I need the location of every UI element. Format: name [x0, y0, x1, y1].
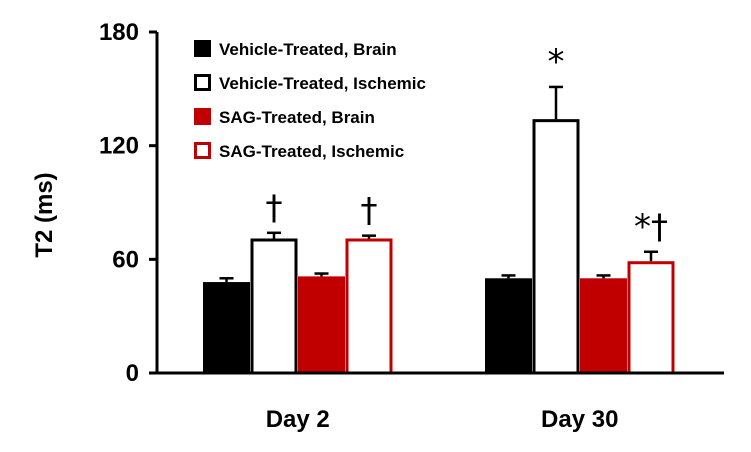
significance-marker: *	[548, 42, 565, 82]
y-tick-label: 60	[112, 246, 139, 273]
bar	[485, 278, 532, 375]
legend-swatch	[194, 142, 211, 159]
bar	[627, 261, 675, 375]
y-tick-label: 0	[126, 360, 139, 387]
y-tick-label: 120	[99, 133, 139, 160]
significance-marker: *†	[634, 207, 668, 247]
significance-marker: †	[266, 188, 283, 228]
legend-swatch	[194, 108, 211, 125]
bars-layer	[203, 119, 675, 375]
y-axis-label: T2 (ms)	[31, 172, 58, 257]
legend: Vehicle-Treated, Brain Vehicle-Treated, I…	[194, 40, 426, 161]
category-label: Day 2	[266, 406, 330, 433]
axes-layer: Day 2 Day 30 0 60 120 180	[99, 19, 724, 433]
legend-entry: Vehicle-Treated, Brain	[219, 40, 397, 59]
y-tick-label: 180	[99, 19, 139, 46]
bar	[203, 282, 250, 375]
legend-entry: Vehicle-Treated, Ischemic	[219, 74, 426, 93]
annotations-layer: † † * *†	[266, 42, 669, 247]
legend-entry: SAG-Treated, Brain	[219, 108, 375, 127]
bar	[298, 276, 345, 375]
legend-entry: SAG-Treated, Ischemic	[219, 142, 404, 161]
bar	[345, 238, 393, 375]
category-label: Day 30	[541, 406, 618, 433]
bar	[250, 238, 298, 375]
bar	[532, 119, 580, 375]
legend-swatch	[194, 74, 211, 91]
error-bars-layer	[219, 85, 658, 283]
legend-swatch	[194, 40, 211, 57]
bar	[580, 278, 627, 375]
significance-marker: †	[361, 191, 378, 231]
